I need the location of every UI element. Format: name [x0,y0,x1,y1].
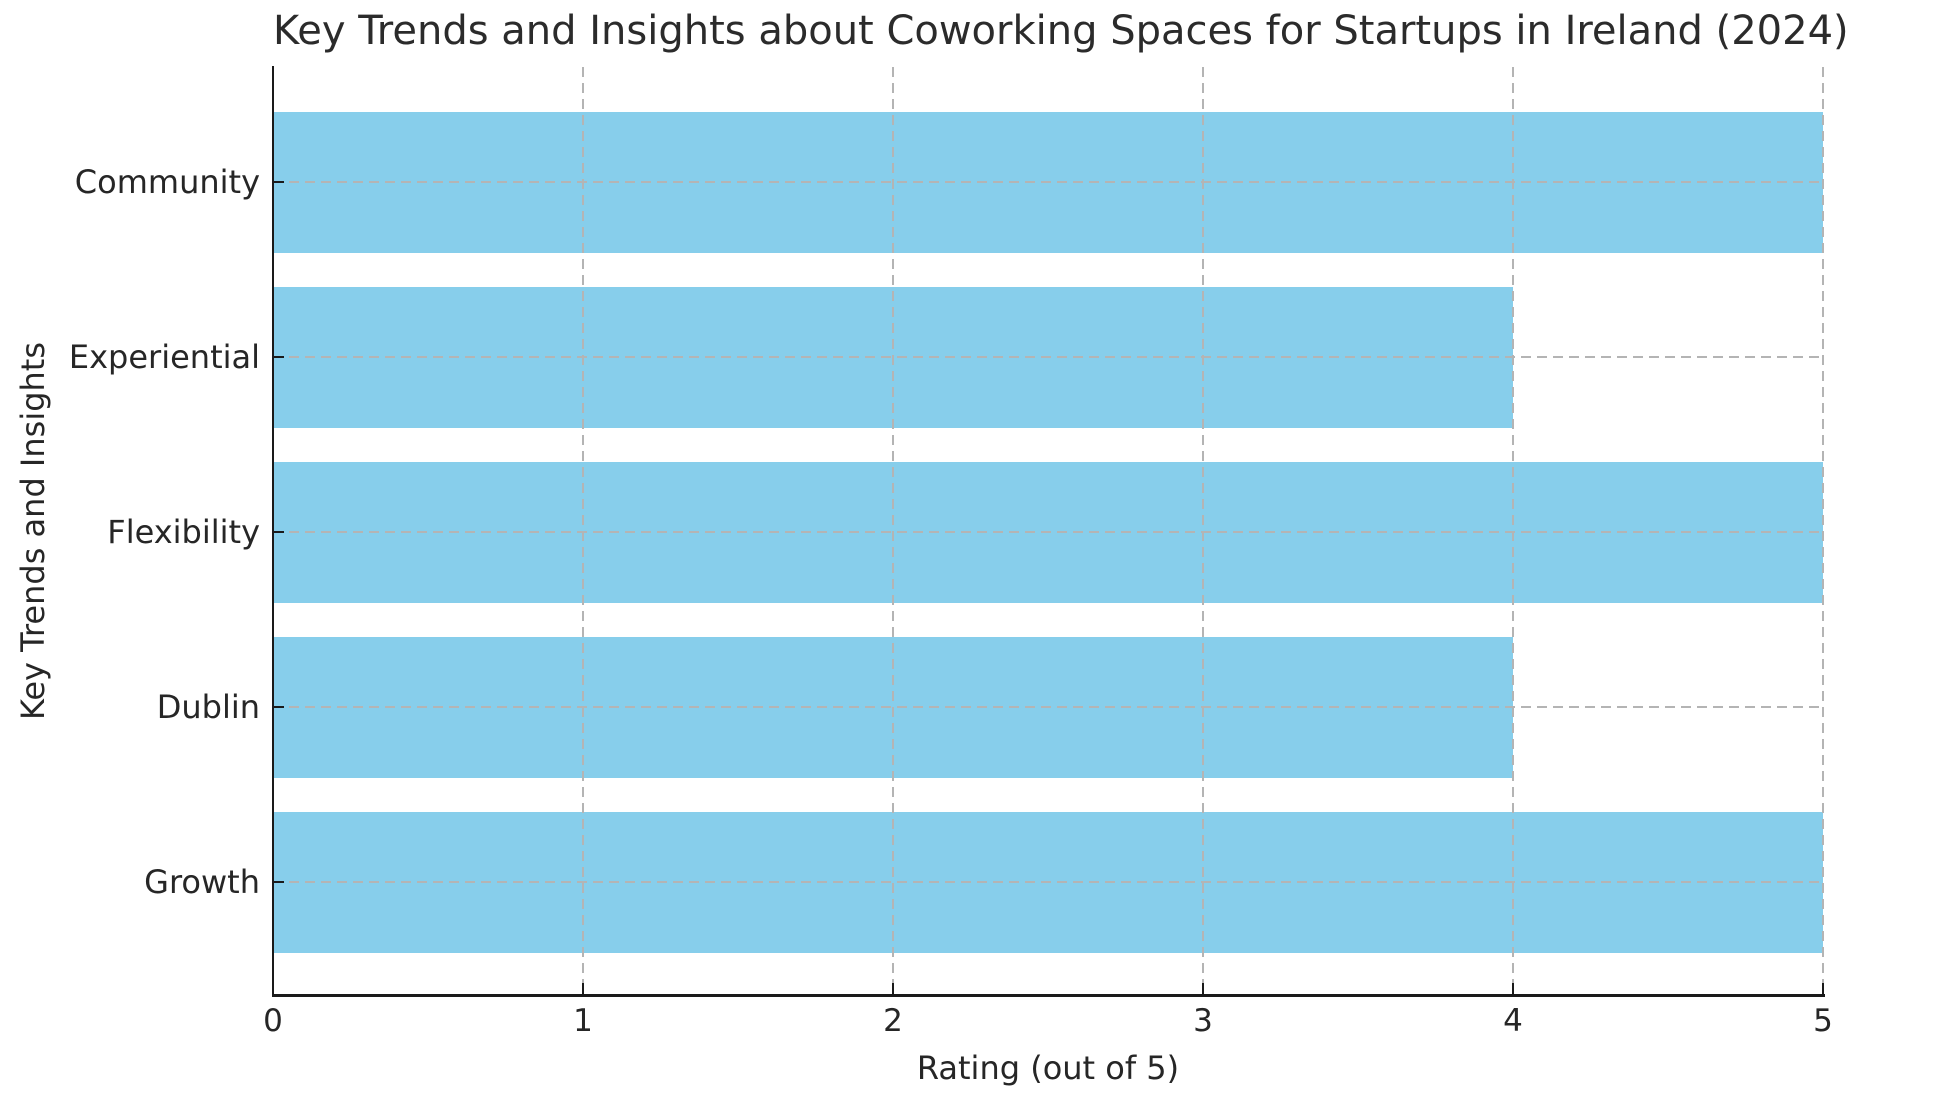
x-tick-4 [1511,983,1515,994]
x-axis-title: Rating (out of 5) [916,1049,1180,1087]
x-tick-label-3: 3 [1193,1003,1213,1039]
x-tick-label-5: 5 [1813,1003,1833,1039]
h-gridline-community [273,181,1823,183]
h-gridline-growth [273,881,1823,883]
v-gridline-1 [582,67,584,995]
x-tick-label-4: 4 [1503,1003,1523,1039]
x-tick-3 [1201,983,1205,994]
y-axis-spine [271,66,274,996]
plot-area [273,67,1824,995]
x-tick-label-2: 2 [883,1003,903,1039]
y-tick-experiential [273,355,284,359]
v-gridline-3 [1202,67,1204,995]
v-gridline-4 [1512,67,1514,995]
v-gridline-2 [892,67,894,995]
chart-title: Key Trends and Insights about Coworking … [273,8,1849,54]
x-tick-2 [891,983,895,994]
h-gridline-flexibility [273,531,1823,533]
x-tick-5 [1821,983,1825,994]
y-tick-label-flexibility: Flexibility [107,513,260,551]
x-axis-spine [271,994,1825,997]
y-axis-title: Key Trends and Insights [14,341,52,721]
y-tick-dublin [273,705,284,709]
y-tick-label-experiential: Experiential [68,338,260,376]
x-tick-label-1: 1 [573,1003,593,1039]
x-tick-0 [271,983,275,994]
y-tick-flexibility [273,530,284,534]
v-gridline-5 [1822,67,1824,995]
h-gridline-dublin [273,706,1823,708]
y-tick-label-growth: Growth [144,863,260,901]
y-tick-label-community: Community [74,163,260,201]
x-tick-1 [581,983,585,994]
y-tick-label-dublin: Dublin [156,688,260,726]
x-tick-label-0: 0 [263,1003,283,1039]
h-gridline-experiential [273,356,1823,358]
y-tick-community [273,180,284,184]
y-tick-growth [273,880,284,884]
